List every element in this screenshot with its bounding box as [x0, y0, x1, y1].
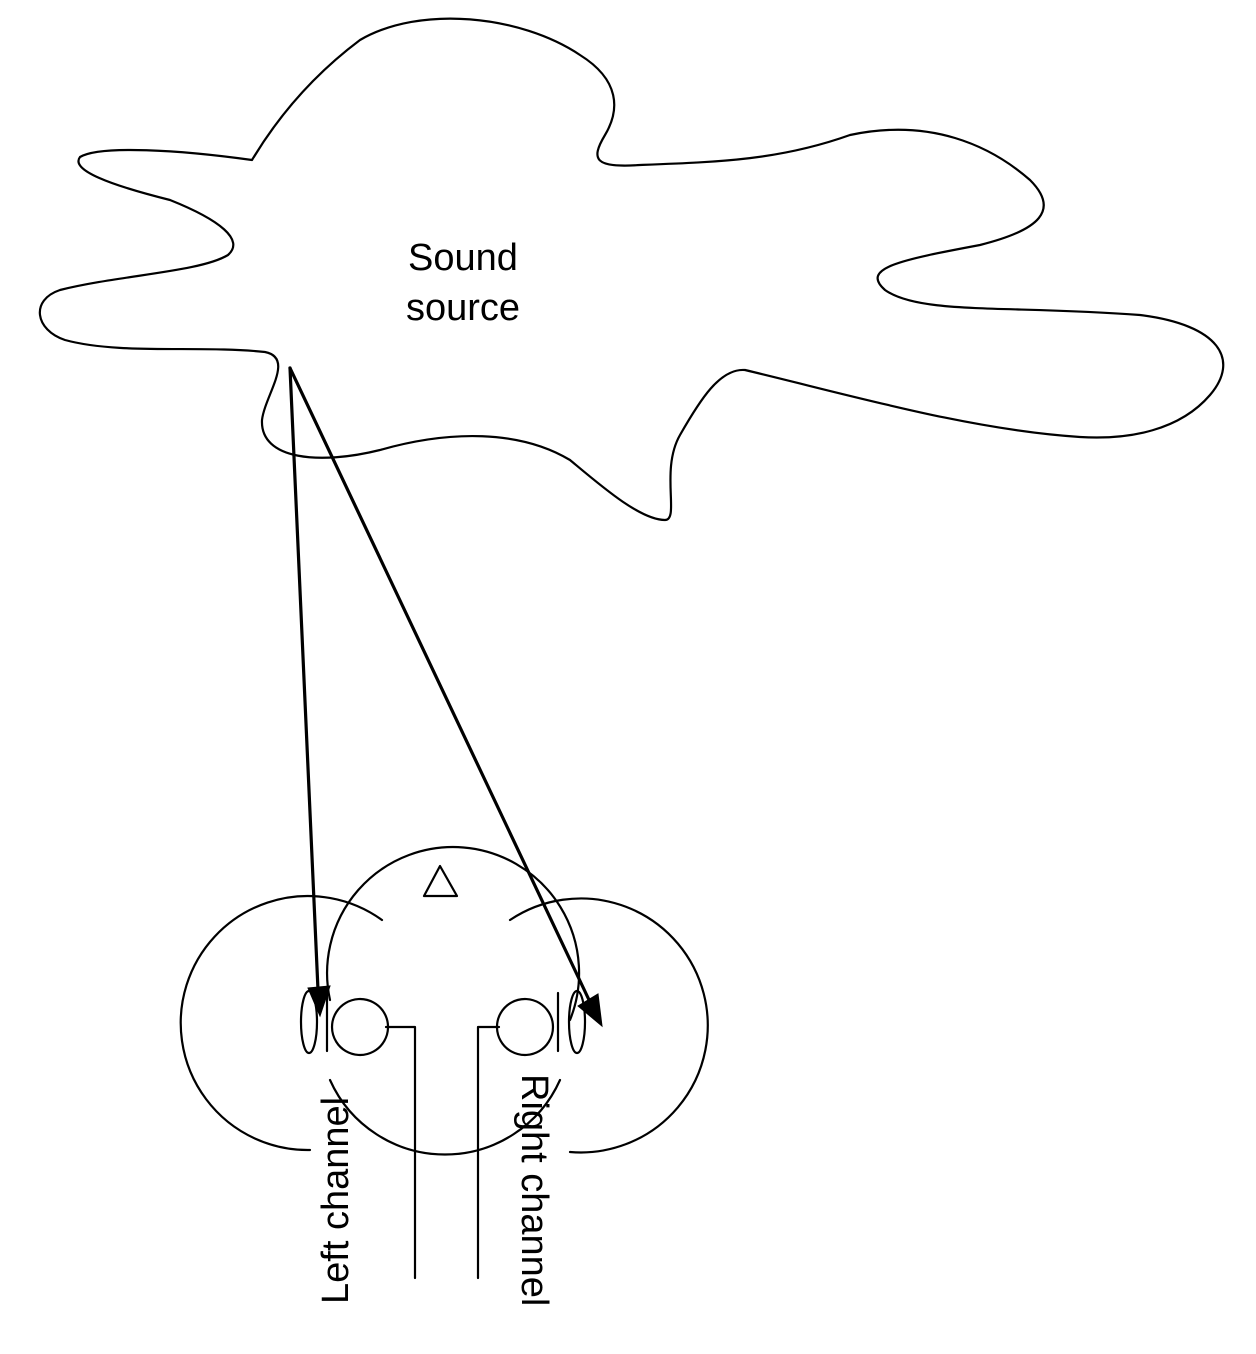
right-ear-canal [495, 997, 555, 1057]
left-channel-wire [384, 1025, 417, 1280]
right-channel-label: Right channel [513, 1074, 555, 1306]
right-channel-wire [476, 1025, 501, 1280]
left-ear-canal [330, 997, 390, 1057]
left-channel-label: Left channel [315, 1097, 357, 1304]
sound-source-label-line2: source [406, 287, 520, 329]
nose-icon [422, 864, 459, 898]
head-top-view [179, 845, 709, 1280]
sound-source-cloud [38, 17, 1225, 522]
right-ear-lobe [508, 897, 709, 1154]
left-ear-lobe [179, 894, 384, 1152]
right-ear-pinna-icon [567, 989, 587, 1055]
head-circle [325, 845, 581, 1156]
left-ear-arrow [288, 366, 331, 1018]
sound-source-label-line1: Sound [408, 237, 518, 279]
right-ear-arrow [288, 366, 603, 1028]
left-ear-pinna-icon [299, 989, 319, 1055]
